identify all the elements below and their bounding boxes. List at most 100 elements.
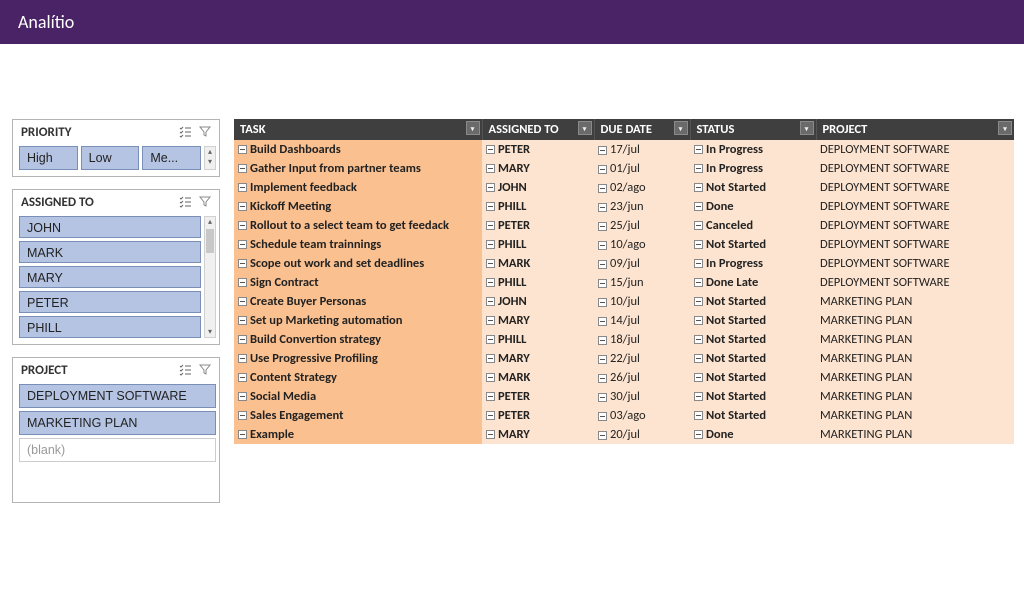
collapse-icon[interactable] — [598, 374, 607, 383]
table-row[interactable]: ExampleMARY20/julDoneMARKETING PLAN — [234, 425, 1014, 444]
collapse-icon[interactable] — [694, 297, 703, 306]
collapse-icon[interactable] — [238, 164, 247, 173]
slicer-item-marketing-plan[interactable]: MARKETING PLAN — [19, 411, 216, 435]
clear-filter-icon[interactable] — [197, 124, 213, 140]
collapse-icon[interactable] — [238, 373, 247, 382]
table-row[interactable]: Scope out work and set deadlinesMARK09/j… — [234, 254, 1014, 273]
slicer-item-john[interactable]: JOHN — [19, 216, 201, 238]
table-row[interactable]: Schedule team trainningsPHILL10/agoNot S… — [234, 235, 1014, 254]
table-row[interactable]: Sales EngagementPETER03/agoNot StartedMA… — [234, 406, 1014, 425]
collapse-icon[interactable] — [694, 240, 703, 249]
collapse-icon[interactable] — [238, 202, 247, 211]
collapse-icon[interactable] — [238, 278, 247, 287]
collapse-icon[interactable] — [598, 355, 607, 364]
collapse-icon[interactable] — [598, 298, 607, 307]
collapse-icon[interactable] — [598, 279, 607, 288]
collapse-icon[interactable] — [486, 278, 495, 287]
slicer-item-medium[interactable]: Me... — [142, 146, 201, 170]
filter-dropdown-icon[interactable]: ▾ — [674, 121, 688, 135]
collapse-icon[interactable] — [694, 335, 703, 344]
collapse-icon[interactable] — [238, 297, 247, 306]
collapse-icon[interactable] — [486, 297, 495, 306]
clear-filter-icon[interactable] — [197, 362, 213, 378]
collapse-icon[interactable] — [694, 316, 703, 325]
collapse-icon[interactable] — [486, 145, 495, 154]
collapse-icon[interactable] — [486, 221, 495, 230]
filter-dropdown-icon[interactable]: ▾ — [998, 121, 1012, 135]
collapse-icon[interactable] — [598, 203, 607, 212]
table-row[interactable]: Rollout to a select team to get feedackP… — [234, 216, 1014, 235]
multiselect-icon[interactable] — [177, 362, 193, 378]
collapse-icon[interactable] — [486, 335, 495, 344]
collapse-icon[interactable] — [694, 411, 703, 420]
slicer-item-mark[interactable]: MARK — [19, 241, 201, 263]
col-task[interactable]: TASK ▾ — [234, 119, 482, 140]
table-row[interactable]: Build Convertion strategyPHILL18/julNot … — [234, 330, 1014, 349]
table-row[interactable]: Create Buyer PersonasJOHN10/julNot Start… — [234, 292, 1014, 311]
collapse-icon[interactable] — [486, 354, 495, 363]
collapse-icon[interactable] — [598, 412, 607, 421]
collapse-icon[interactable] — [486, 392, 495, 401]
slicer-item-deployment-software[interactable]: DEPLOYMENT SOFTWARE — [19, 384, 216, 408]
collapse-icon[interactable] — [238, 316, 247, 325]
collapse-icon[interactable] — [694, 202, 703, 211]
collapse-icon[interactable] — [238, 430, 247, 439]
collapse-icon[interactable] — [694, 354, 703, 363]
table-row[interactable]: Sign ContractPHILL15/junDone LateDEPLOYM… — [234, 273, 1014, 292]
collapse-icon[interactable] — [694, 373, 703, 382]
collapse-icon[interactable] — [694, 221, 703, 230]
collapse-icon[interactable] — [694, 164, 703, 173]
slicer-scrollbar[interactable]: ▴ ▾ — [204, 146, 216, 170]
collapse-icon[interactable] — [486, 373, 495, 382]
slicer-item-blank[interactable]: (blank) — [19, 438, 216, 462]
collapse-icon[interactable] — [598, 165, 607, 174]
collapse-icon[interactable] — [238, 392, 247, 401]
table-row[interactable]: Use Progressive ProfilingMARY22/julNot S… — [234, 349, 1014, 368]
collapse-icon[interactable] — [598, 431, 607, 440]
collapse-icon[interactable] — [238, 411, 247, 420]
table-row[interactable]: Kickoff MeetingPHILL23/junDoneDEPLOYMENT… — [234, 197, 1014, 216]
scroll-up-icon[interactable]: ▴ — [208, 147, 212, 157]
table-row[interactable]: Implement feedbackJOHN02/agoNot StartedD… — [234, 178, 1014, 197]
table-row[interactable]: Social MediaPETER30/julNot StartedMARKET… — [234, 387, 1014, 406]
filter-dropdown-icon[interactable]: ▾ — [800, 121, 814, 135]
collapse-icon[interactable] — [598, 146, 607, 155]
collapse-icon[interactable] — [486, 202, 495, 211]
slicer-item-peter[interactable]: PETER — [19, 291, 201, 313]
table-row[interactable]: Gather Input from partner teamsMARY01/ju… — [234, 159, 1014, 178]
collapse-icon[interactable] — [486, 316, 495, 325]
collapse-icon[interactable] — [238, 259, 247, 268]
collapse-icon[interactable] — [694, 183, 703, 192]
collapse-icon[interactable] — [486, 183, 495, 192]
multiselect-icon[interactable] — [177, 194, 193, 210]
collapse-icon[interactable] — [598, 260, 607, 269]
collapse-icon[interactable] — [486, 430, 495, 439]
collapse-icon[interactable] — [598, 393, 607, 402]
slicer-scrollbar[interactable]: ▴ ▾ — [204, 216, 216, 338]
scroll-down-icon[interactable]: ▾ — [208, 327, 212, 337]
collapse-icon[interactable] — [486, 164, 495, 173]
collapse-icon[interactable] — [694, 145, 703, 154]
scroll-up-icon[interactable]: ▴ — [208, 217, 212, 227]
slicer-item-mary[interactable]: MARY — [19, 266, 201, 288]
collapse-icon[interactable] — [238, 335, 247, 344]
collapse-icon[interactable] — [238, 183, 247, 192]
col-assigned-to[interactable]: ASSIGNED TO ▾ — [482, 119, 594, 140]
collapse-icon[interactable] — [598, 241, 607, 250]
table-row[interactable]: Build DashboardsPETER17/julIn ProgressDE… — [234, 140, 1014, 159]
collapse-icon[interactable] — [238, 221, 247, 230]
filter-dropdown-icon[interactable]: ▾ — [578, 121, 592, 135]
slicer-item-high[interactable]: High — [19, 146, 78, 170]
col-status[interactable]: STATUS ▾ — [690, 119, 816, 140]
filter-dropdown-icon[interactable]: ▾ — [466, 121, 480, 135]
collapse-icon[interactable] — [238, 145, 247, 154]
col-project[interactable]: PROJECT ▾ — [816, 119, 1014, 140]
collapse-icon[interactable] — [598, 336, 607, 345]
collapse-icon[interactable] — [598, 317, 607, 326]
collapse-icon[interactable] — [486, 259, 495, 268]
collapse-icon[interactable] — [694, 430, 703, 439]
clear-filter-icon[interactable] — [197, 194, 213, 210]
collapse-icon[interactable] — [238, 354, 247, 363]
table-row[interactable]: Content StrategyMARK26/julNot StartedMAR… — [234, 368, 1014, 387]
collapse-icon[interactable] — [598, 222, 607, 231]
